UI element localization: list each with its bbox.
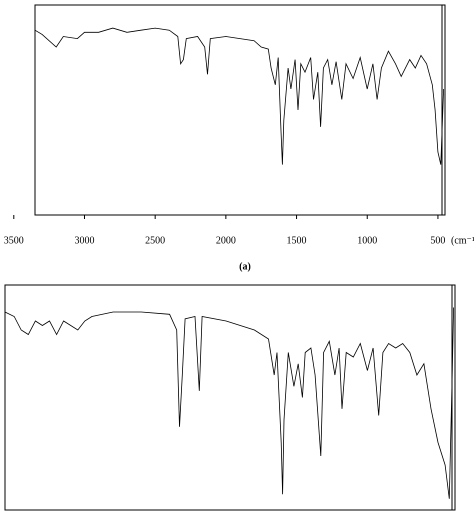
x-tick-label: 2500 bbox=[145, 235, 165, 246]
x-tick-label: 2000 bbox=[216, 235, 236, 246]
x-tick-label: 3000 bbox=[74, 235, 94, 246]
x-tick-label: 1000 bbox=[357, 235, 377, 246]
x-axis-label: (cm⁻¹) bbox=[451, 235, 474, 246]
x-tick-label: 3500 bbox=[4, 235, 24, 246]
x-tick-label: 1500 bbox=[287, 235, 307, 246]
spectrum bbox=[34, 27, 444, 165]
plot-frame bbox=[4, 284, 456, 511]
caption: (a) bbox=[239, 261, 251, 272]
plot-frame bbox=[34, 4, 446, 216]
x-tick-label: 500 bbox=[430, 235, 445, 246]
spectrum bbox=[4, 307, 454, 499]
